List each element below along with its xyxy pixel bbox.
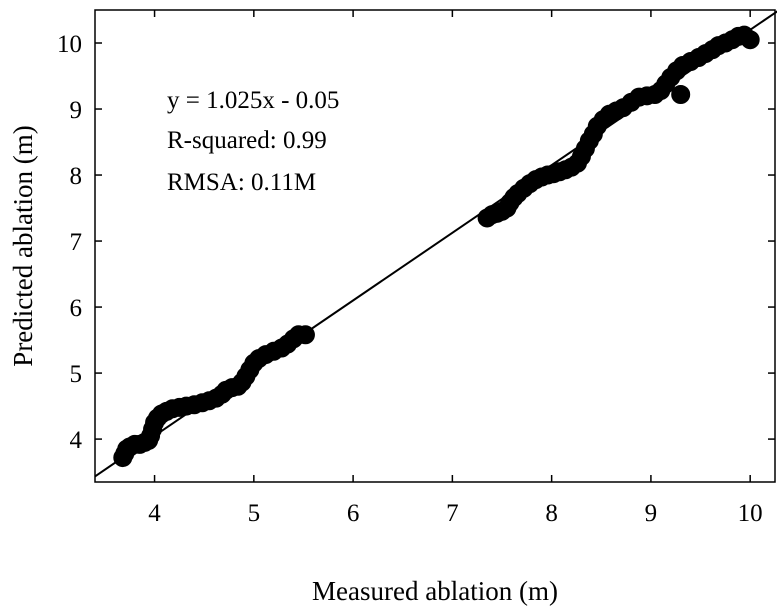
y-tick-label: 8 bbox=[70, 163, 83, 190]
y-tick-label: 9 bbox=[70, 97, 83, 124]
y-tick-label: 7 bbox=[70, 229, 83, 256]
plot-frame bbox=[94, 9, 776, 483]
annotation-equation: y = 1.025x - 0.05 bbox=[167, 87, 339, 114]
y-tick-label: 6 bbox=[70, 295, 83, 322]
y-axis: 4 5 6 7 8 9 10 bbox=[57, 31, 775, 454]
y-tick-label: 5 bbox=[70, 361, 83, 388]
x-tick-label: 9 bbox=[645, 500, 658, 527]
x-tick-label: 10 bbox=[738, 500, 763, 527]
x-axis-title: Measured ablation (m) bbox=[312, 576, 558, 606]
annotation-r-squared: R-squared: 0.99 bbox=[167, 127, 327, 154]
y-tick-label: 10 bbox=[57, 31, 82, 58]
x-tick-label: 6 bbox=[347, 500, 360, 527]
data-point bbox=[671, 84, 691, 104]
y-tick-label: 4 bbox=[70, 427, 83, 454]
regression-line bbox=[94, 10, 777, 478]
x-tick-label: 4 bbox=[148, 500, 161, 527]
annotation-rmsa: RMSA: 0.11M bbox=[167, 169, 316, 196]
x-tick-label: 7 bbox=[446, 500, 459, 527]
x-tick-label: 5 bbox=[248, 500, 261, 527]
x-axis: 4 5 6 7 8 9 10 bbox=[148, 10, 763, 527]
y-axis-title: Predicted ablation (m) bbox=[8, 125, 38, 366]
x-tick-label: 8 bbox=[545, 500, 558, 527]
